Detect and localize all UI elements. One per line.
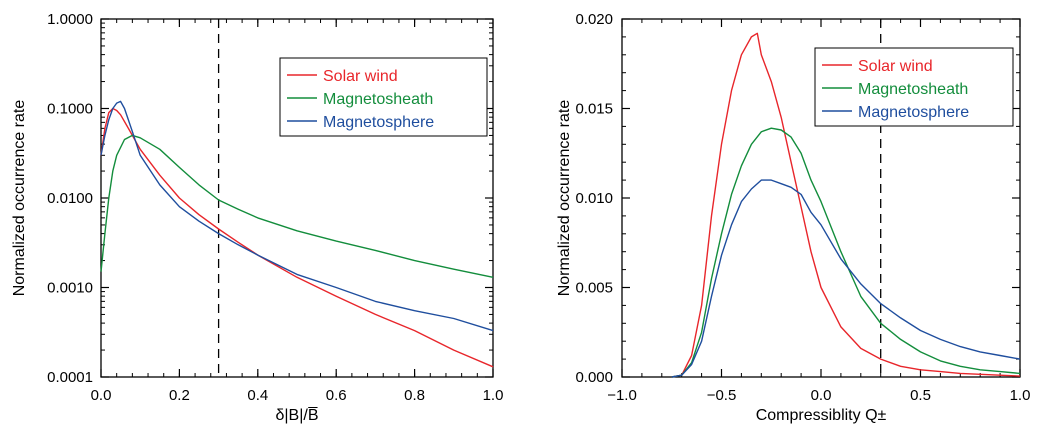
y-tick-label: 0.020 [575, 11, 613, 28]
x-tick-label: 0.6 [326, 387, 347, 404]
x-tick-label: 0.2 [169, 387, 190, 404]
x-tick-label: 0.4 [247, 387, 268, 404]
y-tick-label: 0.000 [575, 369, 613, 386]
series-line-magnetosheath [100, 134, 494, 278]
chart-2: 0.000 0.005 0.010 0.015 0.020 −1.0 −0.5 0.0 0.5 1… [556, 11, 1030, 424]
x-tick-label: 0.0 [91, 387, 112, 404]
legend-box [814, 47, 1014, 127]
y-tick-label: 0.005 [575, 280, 613, 297]
x-tick-label: 1.0 [1010, 387, 1031, 404]
legend: Solar wind Magnetosheath Magnetosphere [279, 57, 488, 137]
legend-label: Magnetosphere [323, 114, 434, 131]
legend-label: Magnetosheath [323, 91, 433, 108]
legend-box [279, 57, 488, 137]
x-axis-label: δ|B|/B̅ [275, 406, 318, 424]
y-tick-label: 0.0001 [47, 369, 93, 386]
y-tick-label: 0.0100 [47, 190, 93, 207]
y-tick-label: 0.015 [575, 101, 613, 118]
chart-1: 0.0001 0.0010 0.0100 0.1000 1.0000 0.0 0.2 0.4 0… [11, 11, 503, 424]
y-tick-label: 0.1000 [47, 101, 93, 118]
legend-label: Solar wind [858, 58, 933, 75]
x-tick-label: 1.0 [483, 387, 504, 404]
series-line-magnetosheath [671, 127, 1021, 378]
y-tick-label: 1.0000 [47, 11, 93, 28]
x-tick-label: 0.8 [404, 387, 425, 404]
x-axis-label: Compressiblity Q± [756, 407, 887, 424]
x-tick-label: −1.0 [607, 387, 637, 404]
series-line-magnetosphere [100, 100, 494, 332]
legend-label: Solar wind [323, 68, 398, 85]
series-line-magnetosphere [671, 179, 1021, 378]
legend-label: Magnetosheath [858, 81, 968, 98]
x-tick-label: 0.0 [811, 387, 832, 404]
y-axis-label: Normalized occurrence rate [11, 100, 28, 297]
x-tick-label: −0.5 [707, 387, 737, 404]
legend-label: Magnetosphere [858, 104, 969, 121]
y-tick-label: 0.010 [575, 190, 613, 207]
legend: Solar wind Magnetosheath Magnetosphere [814, 47, 1014, 127]
series-line-solar-wind [100, 107, 494, 368]
y-axis-label: Normalized occurrence rate [556, 100, 573, 297]
series-line-solar-wind [671, 32, 1021, 378]
x-tick-label: 0.5 [910, 387, 931, 404]
y-tick-label: 0.0010 [47, 280, 93, 297]
